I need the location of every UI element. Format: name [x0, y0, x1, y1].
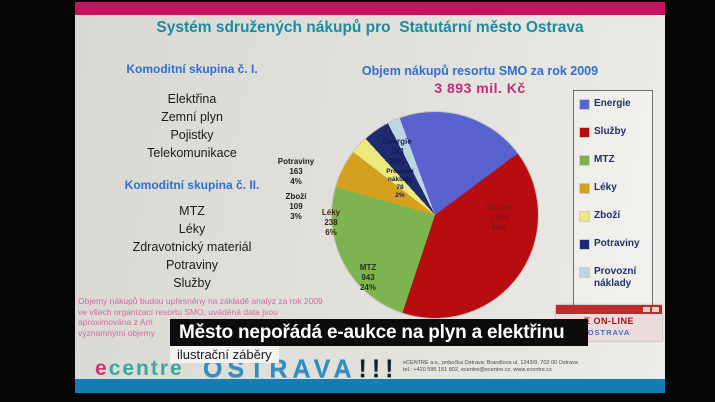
- commodity-item: Potraviny: [165, 258, 219, 272]
- commodity-item: Zemní plyn: [161, 110, 223, 124]
- legend-item: Provozní náklady: [580, 266, 652, 289]
- contact-line: eCENTRE a.s., pobočka Ostrava: Brandlova…: [403, 360, 578, 366]
- badge-button-icon: [652, 307, 659, 312]
- pie-slice-label: Zboží 109 3%: [286, 192, 307, 222]
- chart-total-value: 3 893 mil. Kč: [434, 80, 526, 96]
- pie-label-line: 20%: [388, 157, 405, 166]
- legend-label: Potraviny: [594, 238, 640, 249]
- news-caption-subline: ilustrační záběry: [170, 346, 279, 363]
- bottom-blue-bar: [75, 379, 665, 393]
- logo-letter-e: e: [95, 357, 109, 380]
- legend-item: Energie: [580, 98, 652, 110]
- contact-line: tel.: +420 595 151 802, ecentre@ecentre.…: [403, 367, 552, 373]
- commodity-item: Služby: [173, 276, 211, 290]
- footnote-line: Objemy nákupů budou upřesněny na základě…: [78, 296, 323, 306]
- pie-slice-label: Služby 1 569 40%: [486, 203, 512, 233]
- ostrava-exclamations: !!!: [358, 355, 399, 383]
- pie-label-line: MTZ: [359, 263, 377, 272]
- badge-ostrava-text: OSTRAVA: [587, 328, 631, 337]
- contact-info: eCENTRE a.s., pobočka Ostrava: Brandlova…: [403, 360, 653, 374]
- pie-slice-label: MTZ 943 24%: [360, 263, 376, 293]
- group2-list: MTZ Léky Zdravotnický materiál Potraviny Slu…: [83, 202, 301, 292]
- commodity-item: MTZ: [179, 204, 205, 218]
- pie-label-line: 4%: [290, 177, 302, 186]
- footnote-line: aproximována z Am: [78, 317, 153, 327]
- slide-title: Systém sdružených nákupů pro Statutární …: [156, 19, 584, 36]
- commodity-item: Pojistky: [170, 128, 214, 142]
- pie-label-line: Zboží: [285, 192, 307, 201]
- pie-slice-label: Provozní náklady 78 2%: [386, 168, 413, 201]
- pie-slice-label: Energie 793 20%: [382, 137, 411, 167]
- presentation-slide: Systém sdružených nákupů pro Statutární …: [75, 2, 665, 393]
- legend-swatch-icon: [580, 100, 589, 109]
- footnote-line: ve všech organizací resortu SMO, uváděná…: [78, 306, 278, 317]
- slide-footer: ecentre OSTRAVA!!! eCENTRE a.s., pobočka…: [75, 355, 665, 383]
- pie-label-line: 238: [324, 218, 338, 227]
- pie-label-line: Provozní: [386, 167, 414, 175]
- pie-label-line: 3%: [290, 212, 302, 221]
- news-caption-headline: Město nepořádá e-aukce na plyn a elektři…: [170, 319, 588, 346]
- footnote-line: významnými objemy: [78, 327, 155, 338]
- pie-label-line: 2%: [395, 192, 405, 200]
- legend-swatch-icon: [580, 240, 589, 249]
- commodity-item: Telekomunikace: [147, 146, 237, 160]
- pie-slice-label: Potraviny 163 4%: [278, 157, 314, 187]
- chart-title: Objem nákupů resortu SMO za rok 2009: [361, 64, 599, 78]
- pie-label-line: 109: [289, 202, 303, 211]
- legend-swatch-icon: [580, 212, 589, 221]
- pie-label-line: Energie: [382, 137, 412, 146]
- legend-label: Zboží: [594, 210, 621, 221]
- group1-heading: Komoditní skupina č. I.: [126, 62, 258, 76]
- legend-label: Léky: [594, 182, 617, 193]
- commodity-item: Léky: [178, 222, 206, 236]
- commodity-panel: Komoditní skupina č. I. Elektřina Zemní p…: [83, 60, 301, 292]
- pie-slice-label: Léky 238 6%: [322, 208, 340, 238]
- pie-label-line: Služby: [486, 203, 512, 212]
- legend-item: Léky: [580, 182, 652, 194]
- legend-item: Zboží: [580, 210, 652, 222]
- group2-heading: Komoditní skupina č. II.: [124, 178, 260, 192]
- pie-label-line: Potraviny: [277, 157, 315, 166]
- legend-swatch-icon: [580, 128, 589, 137]
- commodity-item: Elektřina: [167, 92, 217, 106]
- badge-titlebar: [556, 305, 662, 314]
- pie-label-line: 793: [390, 147, 404, 156]
- logo-centre: centre: [108, 357, 184, 380]
- chart-legend: Energie Služby MTZ Léky Zboží Potraviny Provoz…: [573, 90, 653, 320]
- legend-swatch-icon: [580, 156, 589, 165]
- legend-label: MTZ: [594, 154, 615, 165]
- pie-chart-area: Energie 793 20% Služby 1 569 40% MTZ 943 24% Léky…: [275, 100, 605, 350]
- group1-list: Elektřina Zemní plyn Pojistky Telekomunikac…: [83, 90, 301, 162]
- commodity-item: Zdravotnický materiál: [132, 240, 252, 254]
- top-magenta-bar: [75, 2, 665, 15]
- slide-footnote: Objemy nákupů budou upřesněny na základě…: [78, 296, 383, 338]
- pie-label-line: 1 569: [488, 213, 510, 222]
- pie-label-line: Léky: [321, 208, 341, 217]
- pie-label-line: 24%: [359, 283, 376, 292]
- ecentre-logo: ecentre: [95, 357, 184, 381]
- legend-swatch-icon: [580, 184, 589, 193]
- pie-chart: [332, 112, 538, 318]
- pie-label-line: 78: [396, 184, 404, 191]
- legend-label: Provozní náklady: [594, 266, 637, 289]
- pie-label-line: náklady: [387, 175, 413, 183]
- badge-online-text: E ON-LINE: [583, 316, 634, 326]
- legend-item: Potraviny: [580, 238, 652, 250]
- legend-label: Energie: [594, 98, 631, 109]
- badge-button-icon: [643, 307, 650, 312]
- pie-label-line: 40%: [490, 223, 507, 232]
- legend-item: Služby: [580, 126, 652, 138]
- pie-label-line: 6%: [325, 228, 337, 237]
- pie-label-line: 943: [361, 273, 375, 282]
- legend-item: MTZ: [580, 154, 652, 166]
- legend-label: Služby: [594, 126, 627, 137]
- pie-label-line: 163: [289, 167, 303, 176]
- legend-swatch-icon: [580, 268, 589, 277]
